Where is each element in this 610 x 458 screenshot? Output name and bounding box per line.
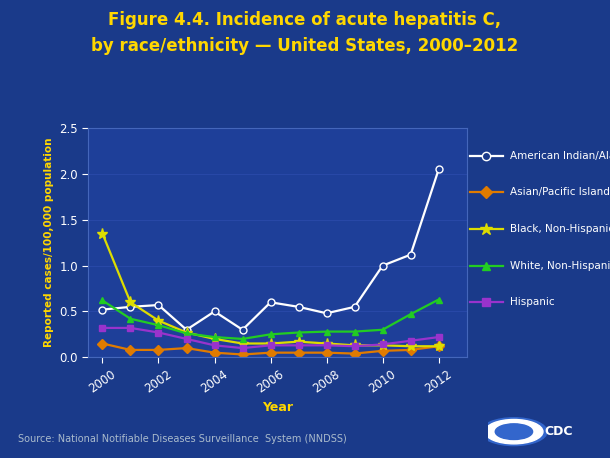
Text: Source: National Notifiable Diseases Surveillance  System (NNDSS): Source: National Notifiable Diseases Sur…	[18, 434, 347, 444]
Black, Non-Hispanic	[183, 330, 190, 335]
Hispanic	[183, 336, 190, 342]
Text: CDC: CDC	[544, 425, 573, 438]
Asian/Pacific Islander	[351, 351, 358, 356]
American Indian/Alaska Native	[407, 252, 414, 257]
American Indian/Alaska Native	[239, 327, 246, 333]
American Indian/Alaska Native	[351, 304, 358, 310]
Hispanic	[267, 343, 274, 348]
Line: Asian/Pacific Islander: Asian/Pacific Islander	[99, 340, 442, 358]
Asian/Pacific Islander	[323, 350, 330, 355]
White, Non-Hispanic	[211, 334, 218, 340]
Line: American Indian/Alaska Native: American Indian/Alaska Native	[99, 166, 442, 333]
Black, Non-Hispanic	[351, 343, 358, 348]
Hispanic	[407, 338, 414, 344]
Asian/Pacific Islander	[183, 345, 190, 351]
Asian/Pacific Islander	[211, 350, 218, 355]
Hispanic	[295, 343, 302, 348]
Circle shape	[495, 424, 533, 440]
White, Non-Hispanic	[323, 329, 330, 334]
White, Non-Hispanic	[267, 332, 274, 337]
Text: Asian/Pacific Islander: Asian/Pacific Islander	[510, 187, 610, 197]
American Indian/Alaska Native	[99, 307, 106, 312]
Line: Black, Non-Hispanic: Black, Non-Hispanic	[97, 228, 444, 352]
Asian/Pacific Islander	[295, 350, 302, 355]
White, Non-Hispanic	[351, 329, 358, 334]
Text: by race/ethnicity — United States, 2000–2012: by race/ethnicity — United States, 2000–…	[92, 37, 518, 55]
White, Non-Hispanic	[239, 336, 246, 342]
Black, Non-Hispanic	[323, 341, 330, 346]
Hispanic	[379, 342, 386, 347]
Circle shape	[481, 418, 547, 446]
Hispanic	[435, 334, 442, 340]
American Indian/Alaska Native	[435, 167, 442, 172]
White, Non-Hispanic	[99, 298, 106, 303]
Hispanic	[351, 344, 358, 349]
White, Non-Hispanic	[407, 311, 414, 317]
Asian/Pacific Islander	[99, 341, 106, 346]
Asian/Pacific Islander	[127, 347, 134, 353]
White, Non-Hispanic	[295, 330, 302, 335]
Black, Non-Hispanic	[379, 343, 386, 348]
White, Non-Hispanic	[127, 316, 134, 322]
White, Non-Hispanic	[183, 331, 190, 336]
Black, Non-Hispanic	[99, 231, 106, 236]
Text: Figure 4.4. Incidence of acute hepatitis C,: Figure 4.4. Incidence of acute hepatitis…	[109, 11, 501, 29]
American Indian/Alaska Native	[379, 263, 386, 268]
Black, Non-Hispanic	[435, 344, 442, 349]
Hispanic	[323, 343, 330, 348]
Line: White, Non-Hispanic: White, Non-Hispanic	[99, 296, 442, 343]
Text: White, Non-Hispanic: White, Non-Hispanic	[510, 261, 610, 271]
American Indian/Alaska Native	[295, 304, 302, 310]
Hispanic	[239, 345, 246, 351]
Hispanic	[155, 330, 162, 335]
American Indian/Alaska Native	[323, 311, 330, 316]
Hispanic	[99, 325, 106, 331]
American Indian/Alaska Native	[155, 302, 162, 308]
Hispanic	[211, 343, 218, 348]
White, Non-Hispanic	[155, 322, 162, 328]
Asian/Pacific Islander	[239, 352, 246, 357]
American Indian/Alaska Native	[127, 304, 134, 310]
Black, Non-Hispanic	[239, 341, 246, 346]
Text: American Indian/Alaska Native: American Indian/Alaska Native	[510, 151, 610, 161]
Asian/Pacific Islander	[435, 344, 442, 349]
Asian/Pacific Islander	[379, 348, 386, 354]
Black, Non-Hispanic	[267, 341, 274, 346]
Y-axis label: Reported cases/100,000 population: Reported cases/100,000 population	[44, 138, 54, 348]
Asian/Pacific Islander	[407, 347, 414, 353]
Black, Non-Hispanic	[295, 339, 302, 344]
Hispanic	[127, 325, 134, 331]
Black, Non-Hispanic	[211, 336, 218, 342]
White, Non-Hispanic	[435, 297, 442, 302]
White, Non-Hispanic	[379, 327, 386, 333]
Circle shape	[485, 420, 543, 444]
Text: Hispanic: Hispanic	[510, 297, 554, 307]
X-axis label: Year: Year	[262, 401, 293, 414]
Text: Black, Non-Hispanic: Black, Non-Hispanic	[510, 224, 610, 234]
Black, Non-Hispanic	[407, 344, 414, 349]
American Indian/Alaska Native	[211, 309, 218, 314]
American Indian/Alaska Native	[183, 327, 190, 333]
Black, Non-Hispanic	[155, 318, 162, 323]
American Indian/Alaska Native	[267, 300, 274, 305]
Asian/Pacific Islander	[267, 350, 274, 355]
Black, Non-Hispanic	[127, 300, 134, 305]
Line: Hispanic: Hispanic	[99, 324, 442, 352]
Asian/Pacific Islander	[155, 347, 162, 353]
